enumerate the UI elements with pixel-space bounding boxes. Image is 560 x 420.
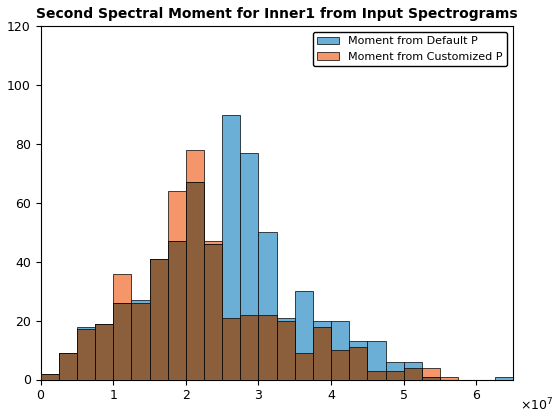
Bar [132,303,150,380]
Bar [331,350,349,380]
Bar [259,315,277,380]
Text: $\times10^7$: $\times10^7$ [520,396,553,413]
Bar [331,350,349,380]
Bar [95,323,113,380]
Bar [240,315,259,380]
Bar [150,259,167,380]
Bar [331,320,349,380]
Bar [386,371,404,380]
Bar [422,377,440,380]
Bar [494,377,513,380]
Bar [95,323,113,380]
Bar [404,368,422,380]
Bar [349,347,367,380]
Bar [222,318,240,380]
Bar [240,153,259,380]
Bar [404,368,422,380]
Legend: Moment from Default P, Moment from Customized P: Moment from Default P, Moment from Custo… [312,32,507,66]
Bar [204,244,222,380]
Bar [386,362,404,380]
Bar [422,368,440,380]
Bar [167,191,186,380]
Bar [77,329,95,380]
Bar [113,303,132,380]
Bar [186,182,204,380]
Bar [59,353,77,380]
Bar [295,353,313,380]
Bar [277,318,295,380]
Bar [295,291,313,380]
Bar [77,329,95,380]
Bar [240,315,259,380]
Bar [222,318,240,380]
Bar [259,315,277,380]
Bar [113,273,132,380]
Bar [95,323,113,380]
Bar [150,259,167,380]
Bar [77,326,95,380]
Bar [40,374,59,380]
Bar [186,182,204,380]
Bar [295,353,313,380]
Bar [386,371,404,380]
Bar [59,353,77,380]
Bar [222,115,240,380]
Bar [204,241,222,380]
Bar [440,377,458,380]
Bar [167,241,186,380]
Bar [132,300,150,380]
Title: Second Spectral Moment for Inner1 from Input Spectrograms: Second Spectral Moment for Inner1 from I… [36,7,517,21]
Bar [277,320,295,380]
Bar [259,232,277,380]
Bar [277,320,295,380]
Bar [150,259,167,380]
Bar [313,326,331,380]
Bar [349,347,367,380]
Bar [204,244,222,380]
Bar [132,303,150,380]
Bar [167,241,186,380]
Bar [422,377,440,380]
Bar [186,150,204,380]
Bar [367,371,386,380]
Bar [40,374,59,380]
Bar [367,341,386,380]
Bar [113,303,132,380]
Bar [59,353,77,380]
Bar [313,326,331,380]
Bar [313,320,331,380]
Bar [404,362,422,380]
Bar [349,341,367,380]
Bar [40,374,59,380]
Bar [367,371,386,380]
